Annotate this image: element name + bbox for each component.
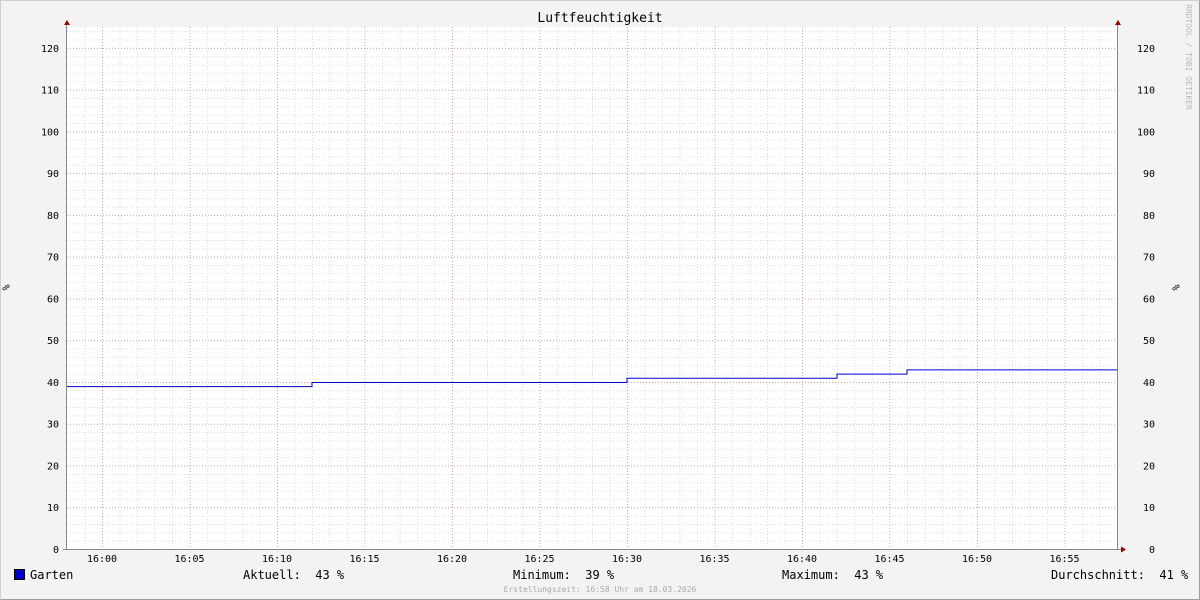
y-tick-label: 50 — [47, 336, 59, 347]
y-tick-label: 110 — [41, 86, 59, 97]
y-tick-label: 90 — [47, 169, 59, 180]
y-tick-label: 30 — [1143, 420, 1155, 431]
legend-label: Garten — [30, 568, 74, 582]
x-tick-label: 16:05 — [174, 554, 204, 565]
series-line-garten — [67, 369, 1117, 388]
y-tick-label: 20 — [47, 461, 59, 472]
y-tick-label: 80 — [47, 211, 59, 222]
y-tick-label: 10 — [1143, 503, 1155, 514]
x-tick-label: 16:15 — [349, 554, 379, 565]
footer-timestamp: Erstellungszeit: 16:58 Uhr am 18.03.2026 — [503, 585, 697, 594]
y-tick-label: 40 — [47, 378, 59, 389]
y-tick-label: 20 — [1143, 461, 1155, 472]
y-tick-label: 30 — [47, 420, 59, 431]
y-axis-label-left: % — [1, 284, 13, 291]
x-tick-label: 16:25 — [524, 554, 554, 565]
legend-max: Maximum: 43 % — [782, 568, 884, 582]
y-tick-label: 120 — [41, 44, 59, 55]
x-tick-label: 16:30 — [612, 554, 642, 565]
watermark: RRDTOOL / TOBI OETIKER — [1184, 4, 1193, 110]
chart-title: Luftfeuchtigkeit — [537, 11, 663, 26]
y-tick-label: 100 — [41, 127, 59, 138]
x-tick-label: 16:20 — [437, 554, 467, 565]
x-tick-label: 16:10 — [262, 554, 292, 565]
x-tick-label: 16:00 — [87, 554, 117, 565]
y-tick-label: 0 — [53, 545, 59, 556]
y-tick-label: 40 — [1143, 378, 1155, 389]
y-tick-label: 70 — [1143, 253, 1155, 264]
legend-avg: Durchschnitt: 41 % — [1051, 568, 1189, 582]
y-tick-label: 110 — [1137, 86, 1155, 97]
y-axis-arrow-icon — [64, 20, 70, 25]
legend-min: Minimum: 39 % — [513, 568, 615, 582]
legend-entry-garten: Garten — [14, 568, 73, 582]
y-tick-label: 120 — [1137, 44, 1155, 55]
legend-current: Aktuell: 43 % — [243, 568, 345, 582]
x-tick-label: 16:35 — [699, 554, 729, 565]
y-tick-label: 90 — [1143, 169, 1155, 180]
y-tick-label: 100 — [1137, 127, 1155, 138]
y-tick-label: 80 — [1143, 211, 1155, 222]
y-tick-label: 70 — [47, 253, 59, 264]
y-tick-label: 0 — [1149, 545, 1155, 556]
x-tick-label: 16:50 — [962, 554, 992, 565]
legend-swatch — [14, 569, 25, 580]
y-axis-label-right: % — [1171, 284, 1183, 291]
y-tick-label: 60 — [47, 294, 59, 305]
x-tick-label: 16:55 — [1049, 554, 1079, 565]
x-tick-label: 16:40 — [787, 554, 817, 565]
y-tick-label: 60 — [1143, 294, 1155, 305]
y-axis-arrow-icon — [1115, 20, 1121, 25]
x-tick-label: 16:45 — [874, 554, 904, 565]
y-tick-label: 10 — [47, 503, 59, 514]
y-tick-label: 50 — [1143, 336, 1155, 347]
x-axis-arrow-icon — [1121, 546, 1126, 553]
